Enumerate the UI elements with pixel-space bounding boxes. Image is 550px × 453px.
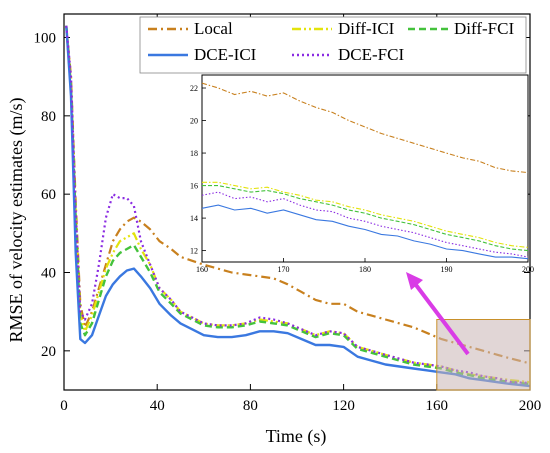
x-tick-label: 40 [150, 398, 165, 414]
series-line-diff-fci [65, 25, 531, 386]
series-line-local [65, 25, 531, 365]
x-tick-label: 160 [426, 398, 449, 414]
y-tick-label: 40 [41, 266, 56, 282]
x-tick-label: 120 [332, 398, 355, 414]
y-tick-label: 80 [41, 109, 56, 125]
inset-series-line-diff-fci [202, 185, 529, 252]
inset-x-tick-label: 200 [522, 265, 534, 274]
inset-series-line-dce-ici [201, 204, 529, 260]
x-tick-label: 200 [519, 398, 542, 414]
inset-y-tick-label: 14 [190, 214, 198, 223]
legend: Local Diff-ICI Diff-FCI DCE-ICI DCE-FCI [139, 16, 527, 74]
legend-label: DCE-ICI [194, 45, 257, 64]
legend-label: DCE-FCI [338, 45, 404, 64]
inset-x-tick-label: 170 [278, 265, 290, 274]
inset-frame [201, 74, 529, 263]
inset-x-tick-label: 160 [196, 265, 208, 274]
legend-box [139, 16, 527, 74]
y-axis-label: RMSE of velocity estimates (m/s) [6, 98, 27, 343]
series-line-diff-ici [65, 25, 531, 384]
series-line-dce-ici [65, 25, 531, 388]
inset-x-tick-label: 180 [359, 265, 371, 274]
main-axes: 0 40 80 120 160 200 20 40 60 80 100 [34, 13, 542, 414]
legend-label: Diff-ICI [338, 19, 395, 38]
inset-y-tick-label: 22 [190, 84, 198, 93]
inset-series-line-local [201, 82, 529, 174]
legend-label: Diff-FCI [454, 19, 514, 38]
inset-series-line-diff-ici [202, 181, 529, 248]
legend-label: Local [194, 19, 233, 38]
inset-series-line-dce-fci [201, 191, 529, 258]
y-tick-label: 20 [41, 344, 56, 360]
x-axis-label: Time (s) [266, 426, 327, 447]
y-tick-label: 60 [41, 187, 56, 203]
inset-y-tick-label: 18 [190, 149, 198, 158]
zoom-arrow [406, 272, 470, 356]
main-series-group [65, 25, 531, 388]
inset-x-tick-label: 190 [441, 265, 453, 274]
x-tick-label: 80 [243, 398, 258, 414]
inset-y-tick-label: 20 [190, 117, 198, 126]
inset-y-tick-label: 12 [190, 247, 198, 256]
y-tick-label: 100 [34, 31, 57, 47]
series-line-dce-fci [65, 25, 531, 384]
plot-frame [63, 13, 531, 391]
inset-y-tick-label: 16 [190, 182, 198, 191]
inset-plot: 160 170 180 190 200 12 14 16 18 20 22 [190, 74, 534, 274]
x-tick-label: 0 [60, 398, 68, 414]
